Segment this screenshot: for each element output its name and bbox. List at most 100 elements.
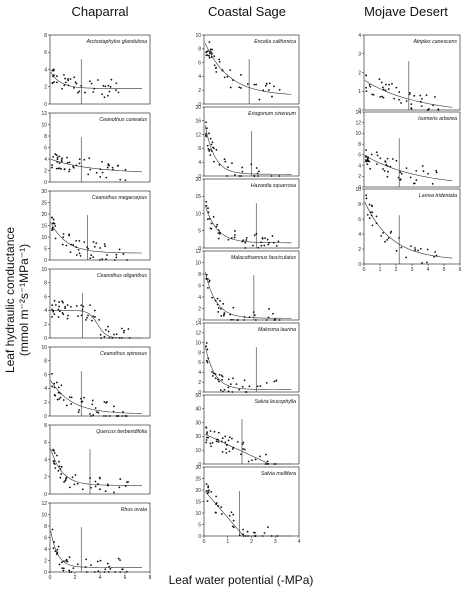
data-point: [209, 430, 212, 432]
y-tick-label: 8: [198, 146, 201, 152]
data-point: [58, 305, 60, 308]
data-point: [381, 95, 384, 98]
data-point: [243, 379, 246, 382]
species-label: Hazardia squarrosa: [251, 183, 296, 189]
data-point: [217, 232, 220, 235]
y-tick-label: 8: [44, 423, 47, 429]
data-point: [232, 318, 235, 321]
data-point: [387, 237, 390, 240]
data-point: [62, 399, 65, 401]
y-tick-label: 2: [358, 174, 361, 180]
panel-malosma-laurina: Malosma laurina 0 2 4 6 8 10 12 14: [195, 321, 300, 396]
data-point: [205, 342, 208, 344]
data-point: [70, 396, 73, 399]
data-point: [99, 477, 101, 480]
data-point: [90, 564, 92, 567]
data-point: [256, 385, 259, 388]
panel-frame: [49, 502, 151, 573]
data-point: [218, 380, 220, 383]
y-tick-label: 2: [44, 475, 47, 481]
data-point: [80, 304, 83, 307]
data-point: [422, 170, 425, 173]
fit-curve: [364, 155, 453, 182]
data-point: [53, 541, 55, 543]
y-tick-label: 15: [41, 223, 47, 229]
data-point: [225, 451, 228, 454]
data-point: [90, 415, 93, 417]
data-point: [116, 415, 119, 417]
data-point: [426, 248, 429, 251]
data-point: [99, 168, 102, 171]
data-point: [104, 329, 107, 331]
data-point: [68, 396, 71, 399]
data-point: [211, 441, 214, 444]
y-tick-label: 8: [198, 350, 201, 356]
data-point: [53, 394, 56, 396]
data-point: [419, 94, 422, 97]
data-point: [253, 234, 256, 237]
data-point: [414, 247, 416, 249]
data-point: [53, 452, 56, 454]
y-tick-label: 0: [358, 262, 361, 268]
data-point: [207, 287, 209, 289]
y-tick-label: 2: [44, 558, 47, 564]
data-point: [87, 314, 89, 317]
data-point: [104, 245, 107, 247]
y-tick-label: 10: [195, 511, 201, 517]
data-point: [211, 52, 213, 55]
species-label: Larrea tridentata: [419, 193, 457, 199]
data-point: [260, 241, 262, 244]
data-point: [270, 175, 273, 177]
data-point: [365, 74, 368, 77]
data-point: [238, 175, 241, 177]
data-point: [244, 241, 247, 244]
data-point: [205, 359, 208, 362]
data-point: [108, 90, 111, 93]
data-point: [53, 299, 56, 302]
data-point: [378, 78, 381, 80]
data-point: [81, 488, 84, 491]
data-point: [220, 506, 223, 509]
data-point: [400, 172, 403, 175]
panel-frame: [203, 34, 300, 105]
panel-arctostaphylos-glandulosa: Arctostaphylos glandulosa 0 2 4 6 8: [44, 33, 151, 108]
species-label: Malosma laurina: [258, 327, 296, 333]
data-point: [232, 513, 235, 516]
data-point: [54, 550, 57, 553]
data-point: [227, 378, 230, 381]
data-point: [214, 299, 217, 302]
data-point: [426, 109, 429, 111]
data-point: [230, 511, 233, 514]
data-point: [56, 398, 59, 401]
data-point: [206, 431, 209, 433]
data-point: [54, 153, 57, 155]
data-point: [57, 386, 60, 389]
data-point: [72, 567, 75, 570]
data-point: [61, 157, 63, 160]
data-point: [65, 404, 68, 407]
data-point: [89, 257, 92, 260]
data-point: [257, 175, 259, 177]
data-point: [52, 68, 55, 71]
data-point: [206, 50, 209, 53]
panel-frame: [363, 188, 461, 265]
data-point: [229, 69, 232, 72]
data-point: [265, 82, 268, 85]
data-point: [90, 82, 93, 85]
data-point: [253, 175, 256, 177]
data-point: [68, 556, 71, 559]
species-label: Ceanothus cuneatus: [99, 117, 147, 123]
data-point: [384, 89, 387, 92]
y-tick-label: 4: [44, 67, 47, 73]
data-point: [393, 97, 396, 100]
x-tick-label: 3: [411, 267, 414, 273]
data-point: [214, 373, 217, 376]
data-point: [71, 476, 74, 479]
data-point: [207, 485, 210, 488]
y-tick-label: 2: [44, 400, 47, 406]
data-point: [238, 388, 241, 391]
data-point: [77, 411, 80, 414]
data-point: [58, 398, 61, 400]
data-point: [230, 237, 233, 239]
data-point: [58, 460, 60, 463]
